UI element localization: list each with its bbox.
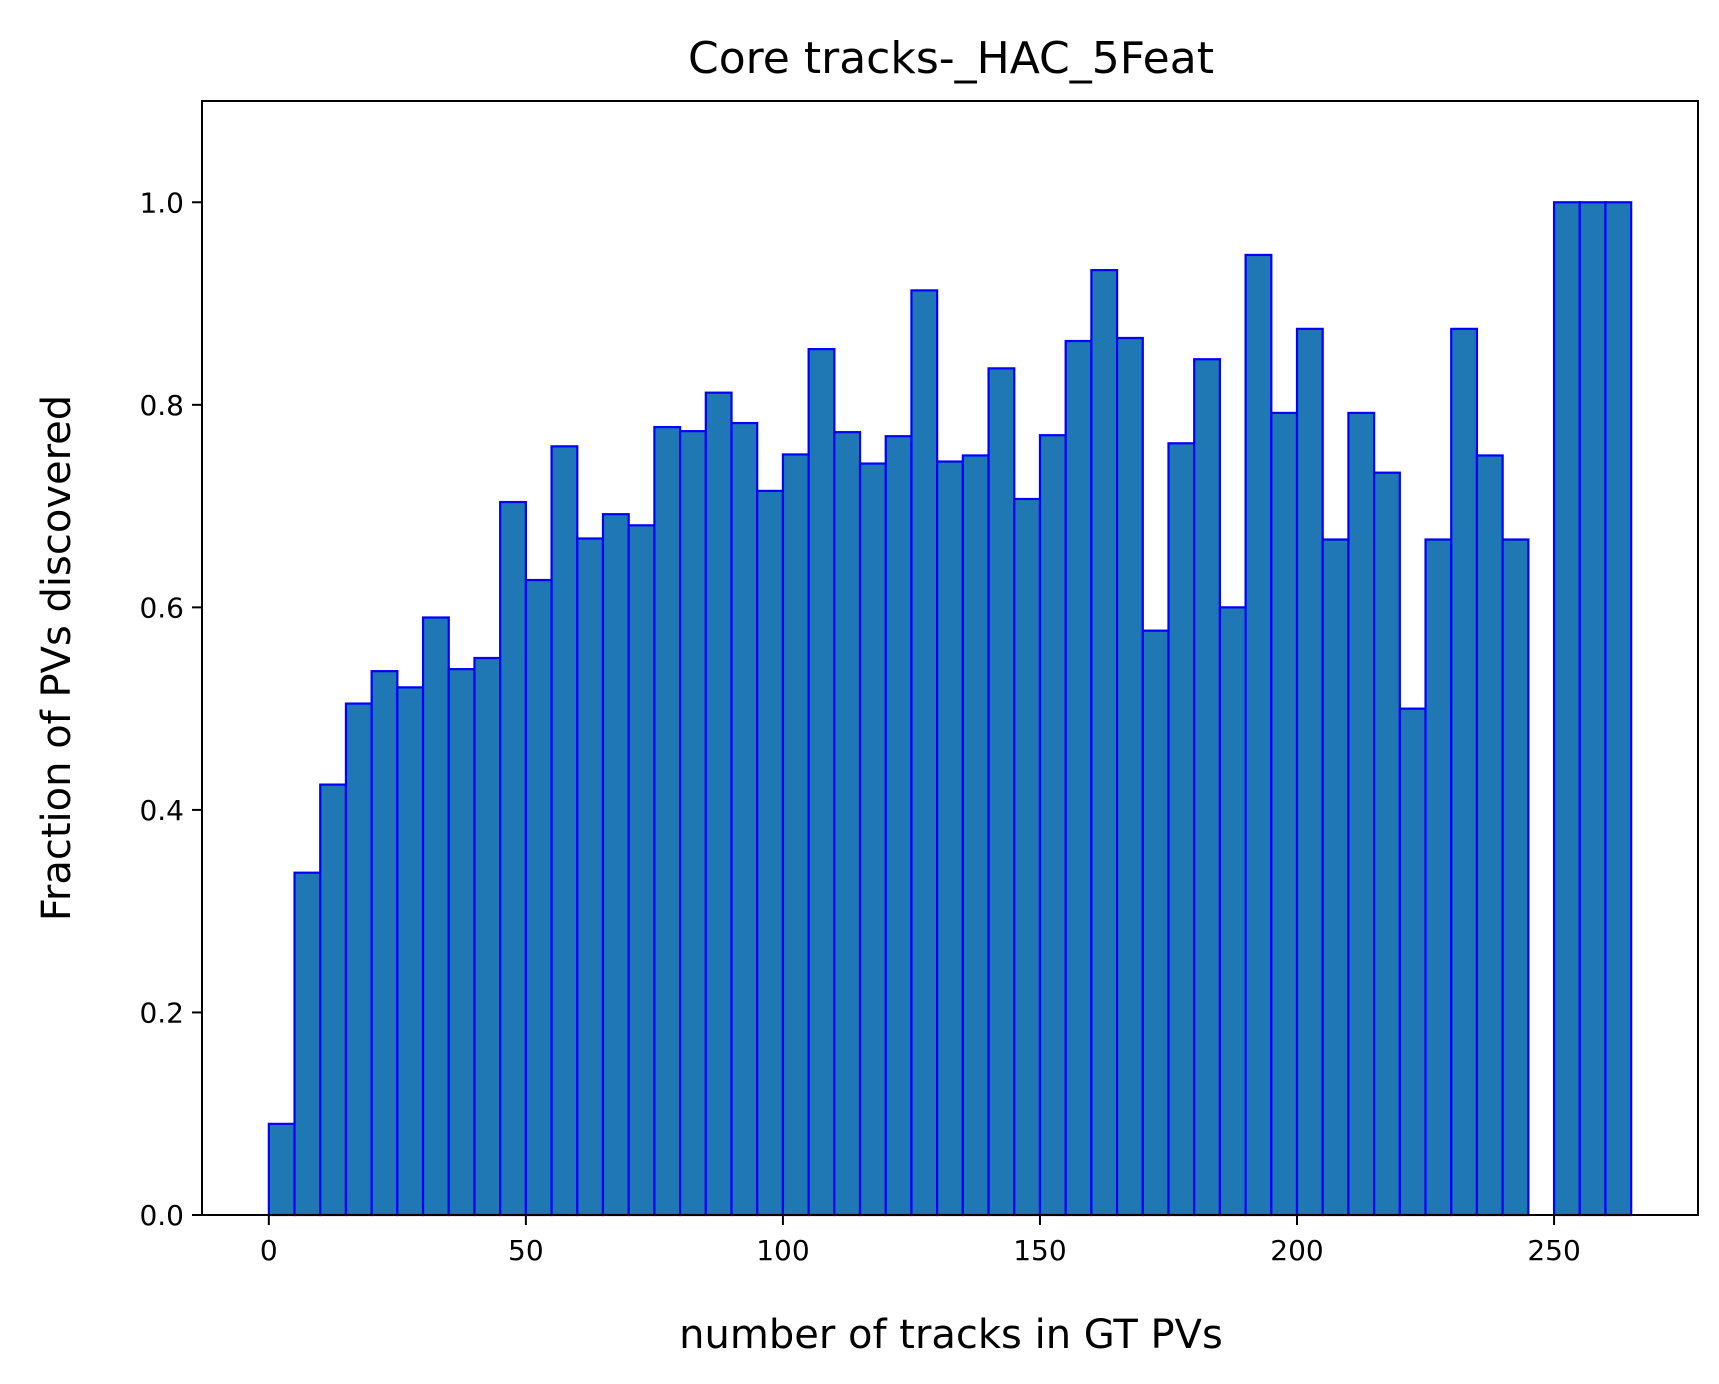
histogram-bar bbox=[550, 445, 579, 1217]
x-tick-label: 250 bbox=[1527, 1234, 1580, 1267]
histogram-bar bbox=[1321, 538, 1350, 1217]
histogram-bar bbox=[1578, 201, 1607, 1217]
histogram-bar bbox=[1218, 606, 1247, 1217]
histogram-bar bbox=[1475, 454, 1504, 1217]
histogram-bar bbox=[267, 1122, 296, 1217]
histogram-bar bbox=[653, 425, 682, 1217]
histogram-bar bbox=[1141, 629, 1170, 1217]
histogram-bar bbox=[627, 524, 656, 1217]
histogram-bar bbox=[704, 391, 733, 1217]
histogram-bar bbox=[1450, 327, 1479, 1217]
y-tick-label: 0.2 bbox=[139, 996, 184, 1029]
histogram-bar bbox=[1193, 358, 1221, 1217]
y-tick-label: 0.8 bbox=[139, 389, 184, 422]
plot-frame bbox=[201, 100, 1699, 1216]
x-tick-label: 200 bbox=[1270, 1234, 1323, 1267]
histogram-bar bbox=[370, 670, 399, 1217]
histogram-bar bbox=[1064, 339, 1093, 1217]
histogram-bar bbox=[1347, 411, 1376, 1217]
histogram-bar bbox=[679, 430, 707, 1217]
histogram-bar bbox=[1424, 538, 1453, 1217]
x-axis-label: number of tracks in GT PVs bbox=[679, 1312, 1223, 1358]
histogram-bar bbox=[1038, 434, 1067, 1217]
histogram-bar bbox=[1090, 269, 1119, 1217]
histogram-bar bbox=[833, 431, 862, 1217]
bars-group bbox=[267, 201, 1633, 1217]
histogram-bar bbox=[499, 500, 527, 1217]
histogram-bar bbox=[730, 421, 759, 1217]
histogram-bar bbox=[884, 435, 913, 1217]
histogram-bar bbox=[756, 489, 785, 1217]
histogram-bar bbox=[1373, 471, 1401, 1217]
histogram-bar bbox=[987, 367, 1016, 1217]
histogram-bar bbox=[961, 454, 990, 1217]
histogram-bar bbox=[1295, 327, 1324, 1217]
y-tick-label: 0.4 bbox=[139, 794, 184, 827]
x-tick-label: 150 bbox=[1013, 1234, 1066, 1267]
y-tick-label: 0.6 bbox=[139, 591, 184, 624]
histogram-bar bbox=[858, 462, 887, 1217]
histogram-bar bbox=[447, 668, 476, 1217]
histogram-bar bbox=[576, 537, 605, 1217]
histogram-bar bbox=[344, 702, 373, 1217]
histogram-bar bbox=[807, 348, 836, 1217]
histogram-bar bbox=[781, 453, 810, 1217]
histogram-bar bbox=[1013, 497, 1042, 1217]
histogram-bar bbox=[1270, 411, 1299, 1217]
x-tick-label: 50 bbox=[508, 1234, 544, 1267]
histogram-bar bbox=[1244, 253, 1273, 1217]
histogram-bar bbox=[524, 578, 553, 1217]
histogram-bar bbox=[319, 783, 348, 1217]
histogram-bar bbox=[396, 686, 425, 1217]
x-tick-label: 100 bbox=[756, 1234, 809, 1267]
histogram-bar bbox=[473, 656, 502, 1217]
y-axis-ticks: 0.0 0.2 0.4 0.6 0.8 1.0 bbox=[139, 186, 202, 1232]
histogram-bar bbox=[910, 289, 939, 1217]
y-axis-label: Fraction of PVs discovered bbox=[34, 395, 80, 921]
histogram-bar bbox=[936, 460, 964, 1217]
histogram-bar bbox=[293, 871, 322, 1217]
x-tick-label: 0 bbox=[260, 1234, 278, 1267]
histogram-bar bbox=[1552, 201, 1581, 1217]
histogram-bar bbox=[421, 616, 450, 1217]
histogram-bar bbox=[1604, 201, 1633, 1217]
y-tick-label: 0.0 bbox=[139, 1199, 184, 1232]
histogram-bar bbox=[1167, 442, 1196, 1217]
histogram-bar bbox=[1115, 336, 1144, 1217]
y-tick-label: 1.0 bbox=[139, 186, 184, 219]
x-axis-ticks: 0 50 100 150 200 250 bbox=[260, 1215, 1581, 1267]
histogram-bar bbox=[1501, 538, 1530, 1217]
histogram-bar bbox=[1398, 707, 1427, 1217]
chart-title: Core tracks-_HAC_5Feat bbox=[688, 33, 1214, 84]
histogram-bar bbox=[601, 513, 630, 1217]
